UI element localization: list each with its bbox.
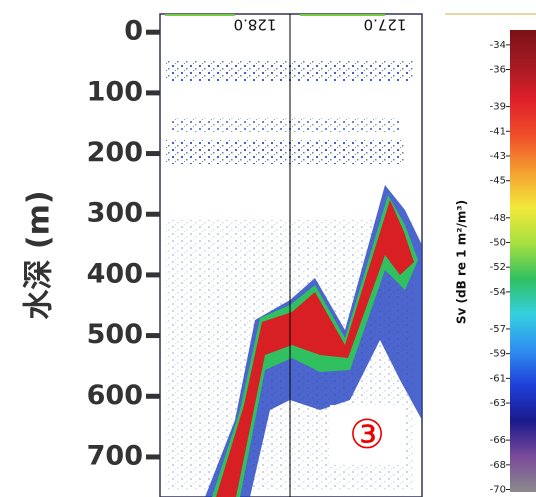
- colorbar-tick-label: -50: [490, 237, 506, 248]
- colorbar-tick-label: -70: [490, 485, 506, 496]
- colorbar-tick-label: -61: [490, 373, 506, 384]
- colorbar-tick-label: -48: [490, 213, 506, 224]
- y-tick-label: 400: [87, 258, 143, 289]
- colorbar-tick-label: -52: [490, 262, 506, 273]
- y-tick-label: 300: [87, 198, 143, 229]
- colorbar-tick-label: -57: [490, 324, 506, 335]
- colorbar-tick-label: -43: [490, 151, 506, 162]
- y-tick-label: 600: [87, 380, 143, 411]
- panel-label: 127.0: [364, 16, 407, 34]
- colorbar-tick-label: -39: [490, 102, 506, 113]
- colorbar-tick-label: -68: [490, 460, 506, 471]
- y-axis-label: 水深 (m): [22, 190, 57, 319]
- colorbar-tick-label: -45: [490, 176, 506, 187]
- colorbar-tick-label: -59: [490, 349, 506, 360]
- panel-label: 128.0: [234, 16, 277, 34]
- y-tick-label: 500: [87, 319, 143, 350]
- colorbar-tick-label: -66: [490, 435, 506, 446]
- y-tick-label: 0: [124, 16, 143, 47]
- colorbar-tick-label: -63: [490, 398, 506, 409]
- y-tick-label: 100: [87, 76, 143, 107]
- annotation-box: [330, 405, 405, 465]
- colorbar-tick-label: -34: [490, 40, 506, 51]
- colorbar-tick-label: -36: [490, 65, 506, 76]
- colorbar-tick-label: -54: [490, 287, 506, 298]
- colorbar: [510, 30, 536, 492]
- fish-layer: [165, 140, 405, 164]
- y-tick-label: 700: [87, 440, 143, 471]
- y-tick-label: 200: [87, 137, 143, 168]
- colorbar-label: Sv (dB re 1 m²/m³): [455, 200, 469, 324]
- colorbar-tick-label: -41: [490, 126, 506, 137]
- fish-layer: [170, 118, 400, 132]
- annotation: ③: [349, 412, 385, 458]
- seabed-echo: [216, 200, 414, 497]
